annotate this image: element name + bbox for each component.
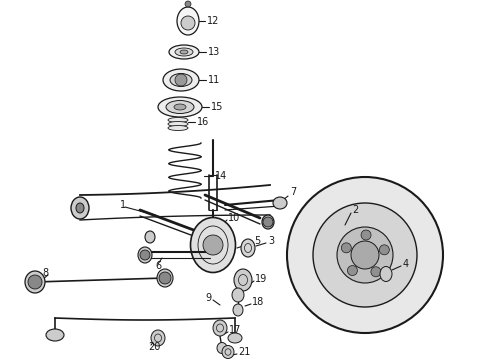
Ellipse shape [273,197,287,209]
Circle shape [337,227,393,283]
Ellipse shape [222,346,234,359]
Ellipse shape [145,231,155,243]
Text: 10: 10 [228,213,240,223]
Text: 11: 11 [208,75,220,85]
Ellipse shape [163,69,199,91]
Circle shape [159,272,171,284]
Circle shape [203,235,223,255]
Circle shape [181,16,195,30]
Ellipse shape [233,304,243,316]
Circle shape [371,267,381,277]
Ellipse shape [168,122,188,126]
Text: 1: 1 [120,200,126,210]
Ellipse shape [76,203,84,213]
Text: 2: 2 [352,205,358,215]
Ellipse shape [241,239,255,257]
Ellipse shape [170,73,192,86]
Ellipse shape [228,333,242,343]
Text: 16: 16 [197,117,209,127]
Text: 3: 3 [268,236,274,246]
Text: 15: 15 [211,102,223,112]
Circle shape [287,177,443,333]
Text: 19: 19 [255,274,267,284]
Ellipse shape [232,288,244,302]
Text: 4: 4 [403,259,409,269]
Circle shape [313,203,417,307]
Circle shape [361,230,371,240]
Ellipse shape [175,48,193,56]
Circle shape [351,241,379,269]
Ellipse shape [177,7,199,35]
Ellipse shape [158,97,202,117]
Text: 7: 7 [290,187,296,197]
Ellipse shape [151,330,165,346]
Ellipse shape [174,104,186,110]
Text: 9: 9 [205,293,211,303]
Ellipse shape [25,271,45,293]
Ellipse shape [213,320,227,336]
Text: 5: 5 [254,236,260,246]
Text: 12: 12 [207,16,220,26]
Circle shape [347,266,357,275]
Circle shape [185,1,191,7]
Text: 6: 6 [155,261,161,271]
Ellipse shape [71,197,89,219]
Text: 13: 13 [208,47,220,57]
Circle shape [175,74,187,86]
Text: 21: 21 [238,347,250,357]
Text: 14: 14 [215,171,227,181]
Text: 17: 17 [229,325,242,335]
Circle shape [263,217,273,227]
Ellipse shape [217,342,227,354]
Ellipse shape [168,126,188,130]
Ellipse shape [169,45,199,59]
Ellipse shape [168,117,188,122]
Circle shape [342,243,351,253]
Ellipse shape [46,329,64,341]
Ellipse shape [157,269,173,287]
Ellipse shape [180,50,188,54]
Text: 8: 8 [42,268,48,278]
Ellipse shape [166,100,194,113]
Ellipse shape [191,217,236,273]
Text: 20: 20 [148,342,160,352]
Text: 18: 18 [252,297,264,307]
Circle shape [28,275,42,289]
Ellipse shape [138,247,152,263]
Circle shape [140,250,150,260]
Circle shape [379,245,390,255]
Ellipse shape [380,266,392,282]
Ellipse shape [262,215,274,229]
Ellipse shape [234,269,252,291]
